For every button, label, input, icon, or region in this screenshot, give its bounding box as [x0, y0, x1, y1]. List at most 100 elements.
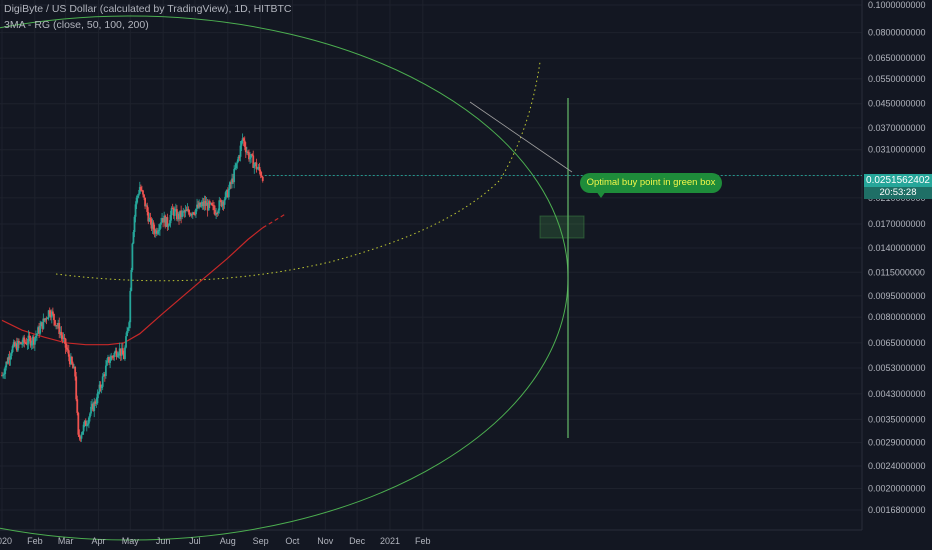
candle-body [244, 146, 247, 153]
candle-body [240, 141, 243, 146]
candle-body [95, 403, 98, 405]
candle-body [114, 350, 117, 353]
candle-body [125, 336, 127, 348]
candle-body [141, 190, 143, 192]
candle-body [78, 434, 81, 438]
trend-line [469, 101, 573, 173]
candle-body [154, 230, 157, 234]
candle-body [252, 155, 255, 168]
y-tick-label: 0.0016800000 [868, 505, 926, 515]
candle-body [130, 270, 133, 291]
candle-body [257, 167, 260, 169]
candle-body [5, 361, 8, 368]
ma-200-line [1, 227, 264, 346]
candle-body [60, 331, 63, 336]
drawing-tools[interactable] [55, 61, 862, 282]
candle-body [177, 213, 179, 220]
candle-body [191, 212, 194, 215]
candle-body [223, 199, 226, 205]
candle-body [187, 209, 190, 213]
candle-body [163, 215, 166, 223]
candle-body [118, 348, 121, 354]
candle-body [39, 326, 42, 334]
candle-body [219, 200, 222, 202]
x-tick-label: Oct [285, 536, 300, 546]
candle-body [231, 178, 233, 184]
candle-body [59, 331, 62, 334]
candle-body [65, 347, 68, 350]
candle-body [47, 310, 50, 319]
candle-body [161, 218, 163, 223]
candle-body [120, 348, 123, 356]
candle-body [74, 367, 77, 377]
candle-body [149, 217, 152, 219]
candle-body [124, 347, 126, 360]
candle-body [63, 337, 66, 339]
candle-body [37, 327, 39, 334]
candle-body [249, 157, 251, 160]
candle-body [88, 417, 90, 424]
candle-body [255, 162, 258, 170]
y-tick-label: 0.0800000000 [868, 28, 926, 38]
ellipse-drawing[interactable] [0, 15, 585, 541]
bar-countdown-timer: 20:53:28 [864, 187, 932, 199]
candle-body [178, 213, 180, 220]
candle-body [22, 337, 25, 344]
candle-body [29, 337, 32, 346]
candle-body [165, 217, 168, 227]
candle-body [169, 215, 172, 224]
x-tick-label: Mar [58, 536, 74, 546]
candlestick-series [1, 133, 264, 442]
candle-body [17, 340, 19, 351]
candle-body [139, 187, 142, 191]
candle-body [230, 182, 232, 184]
candle-body [256, 168, 259, 170]
candle-body [4, 367, 7, 375]
candle-body [107, 356, 109, 361]
candle-body [217, 210, 220, 214]
candle-body [250, 154, 252, 158]
x-tick-label: Nov [317, 536, 334, 546]
candle-body [70, 356, 72, 365]
candle-body [72, 363, 74, 369]
candle-body [32, 336, 35, 345]
candle-body [112, 356, 115, 358]
candle-body [11, 346, 14, 353]
candle-body [49, 314, 52, 318]
x-tick-label: 2021 [380, 536, 400, 546]
candle-body [188, 212, 191, 216]
candle-body [167, 225, 170, 228]
candle-body [7, 356, 10, 364]
candle-body [2, 375, 4, 377]
y-tick-label: 0.0170000000 [868, 219, 926, 229]
candle-body [238, 156, 241, 158]
candle-body [170, 208, 173, 216]
candle-body [50, 311, 53, 318]
candle-body [1, 375, 3, 377]
candle-body [220, 200, 223, 207]
annotation-callout[interactable]: Optimal buy point in green box [580, 173, 722, 193]
candle-body [103, 374, 106, 376]
candle-body [8, 356, 11, 360]
candle-body [200, 204, 203, 207]
callout-tail [596, 191, 606, 198]
candle-body [119, 348, 122, 356]
candle-body [208, 201, 211, 204]
indicator-label[interactable]: 3MA - RG (close, 50, 100, 200) [4, 19, 149, 31]
candle-body [146, 205, 149, 212]
current-price-tag: 0.0251562402 [864, 174, 932, 187]
candle-body [235, 163, 238, 168]
price-axis[interactable] [0, 0, 863, 531]
candle-body [13, 342, 16, 347]
candle-body [202, 202, 205, 207]
candle-body [157, 229, 160, 232]
candle-body [101, 376, 104, 387]
candle-body [75, 376, 78, 400]
candle-body [41, 322, 44, 329]
candle-body [24, 342, 27, 344]
y-tick-label: 0.0029000000 [868, 438, 926, 448]
candle-body [192, 212, 195, 214]
candle-body [206, 202, 209, 211]
candle-body [227, 188, 230, 198]
